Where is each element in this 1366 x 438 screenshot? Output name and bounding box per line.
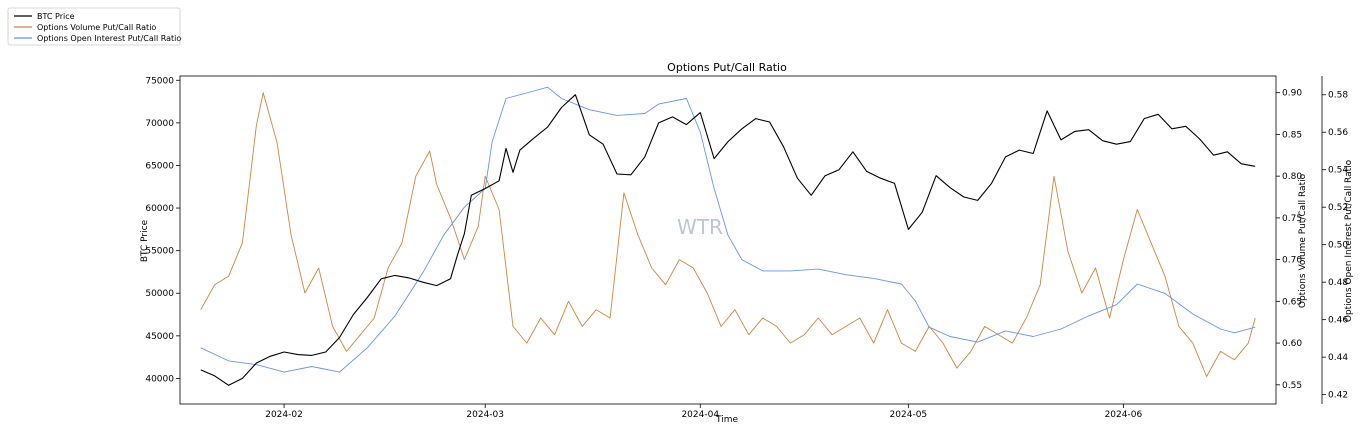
right2-y-tick-label: 0.42 xyxy=(1328,391,1348,401)
right2-y-tick-label: 0.54 xyxy=(1328,166,1348,176)
right1-axis-label: Options Volume Put/Call Ratio xyxy=(1298,173,1308,308)
legend-label: BTC Price xyxy=(37,12,75,21)
plot-frame xyxy=(179,75,1277,405)
right1-y-tick-label: 0.75 xyxy=(1282,214,1302,224)
right2-y-tick-label: 0.44 xyxy=(1328,353,1348,363)
left-y-tick-label: 40000 xyxy=(145,374,174,384)
x-tick-label: 2024-04 xyxy=(681,410,719,420)
right2-axis-label: Options Open Interest Put/Call Ratio xyxy=(1344,159,1354,322)
legend: BTC Price Options Volume Put/Call Ratio Op… xyxy=(7,7,181,46)
left-y-tick-label: 60000 xyxy=(145,204,174,214)
left-y-tick-label: 45000 xyxy=(145,332,174,342)
right1-y-tick-label: 0.55 xyxy=(1282,381,1302,391)
left-y-tick-label: 65000 xyxy=(145,161,174,171)
right2-y-tick-label: 0.58 xyxy=(1328,91,1348,101)
options-open-interest-put-call-ratio-line xyxy=(200,86,1256,373)
right1-y-tick-label: 0.60 xyxy=(1282,339,1302,349)
x-tick-label: 2024-06 xyxy=(1105,410,1143,420)
right2-y-tick-label: 0.46 xyxy=(1328,316,1348,326)
right1-y-tick-label: 0.65 xyxy=(1282,297,1302,307)
right1-y-tick-label: 0.85 xyxy=(1282,130,1302,140)
x-axis-label: Time xyxy=(715,415,738,425)
legend-label: Options Volume Put/Call Ratio xyxy=(37,23,156,32)
right2-y-tick-label: 0.50 xyxy=(1328,241,1348,251)
right2-y-tick-label: 0.56 xyxy=(1328,128,1348,138)
right2-y-tick-label: 0.52 xyxy=(1328,203,1348,213)
x-tick-label: 2024-03 xyxy=(466,410,504,420)
left-axis-label: BTC Price xyxy=(140,219,150,262)
right1-y-tick-label: 0.80 xyxy=(1282,172,1302,182)
left-y-tick-label: 55000 xyxy=(145,247,174,257)
legend-label: Options Open Interest Put/Call Ratio xyxy=(37,34,181,43)
legend-box xyxy=(7,7,181,46)
options-volume-put-call-ratio-line xyxy=(200,92,1256,377)
right1-y-tick-label: 0.90 xyxy=(1282,89,1302,99)
chart-title: Options Put/Call Ratio xyxy=(667,61,787,74)
left-y-tick-label: 75000 xyxy=(145,76,174,86)
right2-y-tick-label: 0.48 xyxy=(1328,278,1348,288)
left-y-tick-label: 50000 xyxy=(145,289,174,299)
watermark: WTR xyxy=(677,215,723,239)
btc-price-line xyxy=(200,94,1256,386)
x-tick-label: 2024-02 xyxy=(265,410,303,420)
right1-y-tick-label: 0.70 xyxy=(1282,256,1302,266)
left-y-tick-label: 70000 xyxy=(145,119,174,129)
x-tick-label: 2024-05 xyxy=(890,410,928,420)
